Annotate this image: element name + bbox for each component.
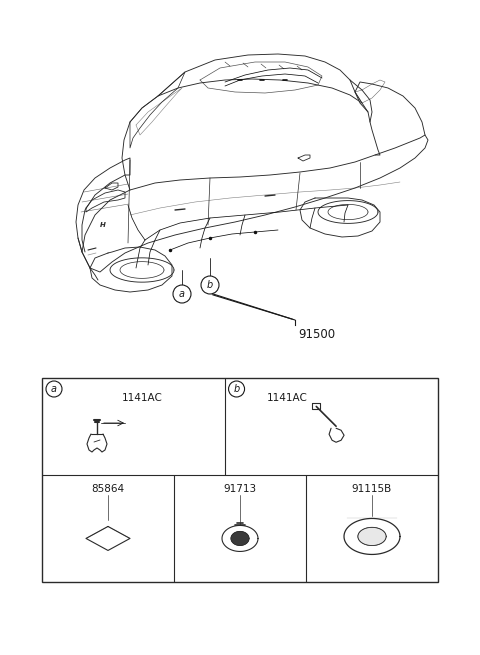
Circle shape: [173, 285, 191, 303]
Text: 85864: 85864: [91, 484, 125, 494]
Text: b: b: [207, 280, 213, 290]
Circle shape: [46, 381, 62, 397]
Text: a: a: [51, 384, 57, 394]
Polygon shape: [231, 531, 249, 546]
Text: a: a: [179, 289, 185, 299]
Bar: [42, 378, 438, 582]
Text: b: b: [233, 384, 240, 394]
Text: 91500: 91500: [298, 328, 335, 341]
Circle shape: [228, 381, 244, 397]
Text: 1141AC: 1141AC: [266, 393, 307, 403]
Circle shape: [201, 276, 219, 294]
Text: H: H: [100, 222, 106, 228]
Text: 1141AC: 1141AC: [122, 393, 163, 403]
Text: 91713: 91713: [223, 484, 257, 494]
Text: 91115B: 91115B: [352, 484, 392, 494]
Polygon shape: [358, 527, 386, 546]
